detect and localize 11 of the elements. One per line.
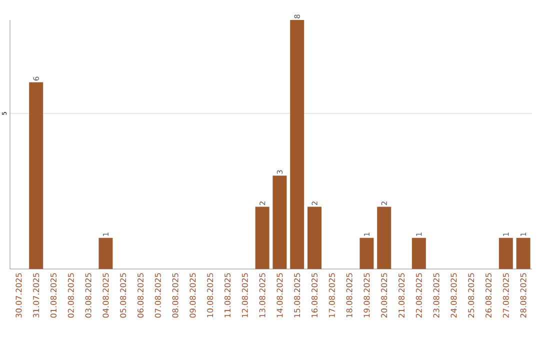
bar [516,238,530,269]
bar [377,206,392,269]
bar [272,176,287,269]
bar [360,238,374,269]
bar [255,206,270,269]
bar [290,20,304,269]
bar [98,238,113,269]
bar [29,82,44,269]
bar [412,238,426,269]
bar [308,206,322,269]
bar [498,238,513,269]
